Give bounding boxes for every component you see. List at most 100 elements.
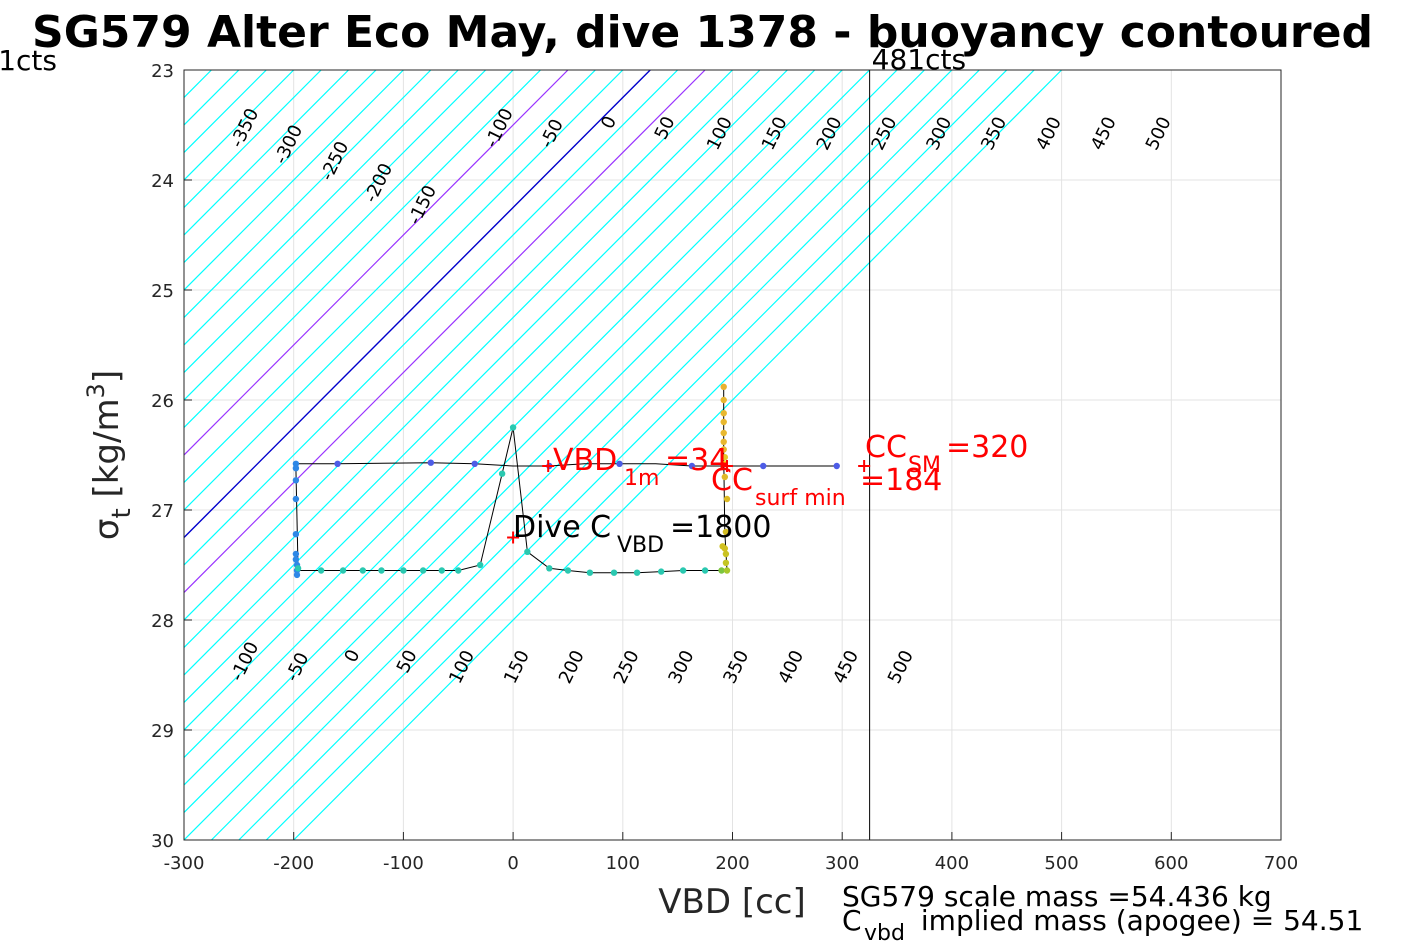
- contour-line: [0, 70, 157, 840]
- data-point: [400, 567, 407, 574]
- contour-line: [184, 70, 788, 676]
- contour-line: [184, 70, 925, 814]
- red-plus-marker: [542, 460, 555, 472]
- vertical-cts-label: 481cts: [872, 43, 966, 76]
- contour-label: -50: [536, 116, 568, 152]
- data-point: [339, 567, 347, 574]
- data-point: [721, 454, 729, 461]
- red-plus-marker: [507, 531, 520, 544]
- data-point: [722, 528, 730, 536]
- data-point: [722, 559, 730, 566]
- data-point: [723, 495, 731, 503]
- y-tick-label: 28: [151, 611, 174, 632]
- data-point: [292, 531, 300, 538]
- data-point: [438, 567, 445, 574]
- data-point: [701, 567, 709, 574]
- data-point: [419, 567, 427, 574]
- x-tick-label: 300: [825, 853, 859, 874]
- data-point: [292, 556, 300, 563]
- left-cts-label: 1cts: [0, 44, 57, 77]
- contour-label: 500: [884, 647, 918, 687]
- data-point: [378, 567, 385, 574]
- data-point: [509, 424, 517, 431]
- data-point: [292, 495, 300, 503]
- contour-label: 400: [774, 647, 808, 687]
- data-point: [616, 460, 623, 467]
- contour-label: 50: [651, 113, 680, 143]
- contour-label: 450: [829, 647, 863, 687]
- contour-line: [184, 70, 596, 484]
- data-point: [455, 567, 462, 574]
- data-point: [657, 568, 665, 575]
- contour-line: [184, 70, 459, 346]
- data-point: [471, 460, 478, 467]
- contour-line: [184, 70, 487, 374]
- y-tick-label: 24: [151, 171, 174, 192]
- contour-line: [211, 70, 980, 840]
- footer-scale-mass: SG579 scale mass =54.436 kg: [842, 880, 1272, 913]
- contour-label: -350: [226, 105, 263, 151]
- x-tick-label: -100: [383, 853, 424, 874]
- track-line: [295, 386, 837, 574]
- data-point: [427, 459, 435, 466]
- y-tick-label: 30: [151, 831, 174, 852]
- data-point: [317, 567, 325, 574]
- contour-line: [184, 70, 267, 154]
- contour-label: -200: [360, 160, 397, 206]
- data-point: [564, 567, 572, 574]
- contour-line: [184, 70, 706, 594]
- data-point: [498, 470, 506, 477]
- data-point: [833, 462, 840, 470]
- contour-label: 0: [597, 113, 621, 132]
- data-point: [720, 438, 727, 445]
- contour-line: [184, 70, 816, 704]
- contour-label: 300: [922, 114, 956, 154]
- contour-label: -100: [226, 639, 263, 685]
- contour-label: 250: [610, 647, 644, 687]
- y-tick-label: 23: [151, 61, 174, 82]
- y-tick-label: 27: [151, 501, 174, 522]
- data-point: [720, 429, 727, 437]
- data-point: [293, 571, 301, 579]
- data-point: [292, 477, 300, 484]
- contour-line: [184, 70, 871, 759]
- contour-line: [184, 70, 624, 511]
- contour-line: [184, 70, 432, 319]
- contour-line: [184, 70, 404, 291]
- data-point: [359, 567, 367, 574]
- contour-line: [293, 70, 1063, 840]
- data-point: [546, 565, 553, 572]
- contour-line: [184, 70, 295, 181]
- contour-label: 500: [1142, 114, 1176, 154]
- contour-label: 150: [500, 647, 534, 687]
- x-tick-label: 200: [715, 853, 749, 874]
- x-tick-label: 100: [606, 853, 640, 874]
- x-tick-label: 0: [507, 853, 518, 874]
- contour-label: -250: [316, 138, 353, 184]
- contour-line: [184, 70, 733, 621]
- contour-label: 250: [867, 114, 901, 154]
- contour-label: 100: [445, 647, 479, 687]
- data-point: [524, 548, 531, 555]
- x-tick-label: 700: [1264, 853, 1298, 874]
- data-point: [720, 383, 727, 390]
- contour-label: 150: [758, 114, 792, 154]
- y-axis-ticks: 23 24 25 26 27 28 29 30: [151, 61, 192, 852]
- contour-line: [0, 70, 47, 840]
- chart-title: SG579 Alter Eco May, dive 1378 - buoyanc…: [32, 7, 1373, 58]
- data-point: [760, 462, 767, 470]
- data-point: [294, 565, 302, 572]
- data-point: [610, 569, 618, 576]
- data-point: [334, 460, 341, 467]
- contour-line: [184, 70, 953, 840]
- contour-line: [184, 70, 651, 539]
- x-axis-label: VBD [cc]: [658, 882, 806, 922]
- data-point: [292, 465, 300, 472]
- contour-line: [184, 70, 843, 731]
- x-tick-label: -200: [273, 853, 314, 874]
- dive-track: [295, 386, 837, 574]
- contour-label: 450: [1087, 114, 1121, 154]
- data-point: [720, 446, 727, 453]
- dive-cvbd-annotation: Dive CVBD=1800: [513, 510, 771, 558]
